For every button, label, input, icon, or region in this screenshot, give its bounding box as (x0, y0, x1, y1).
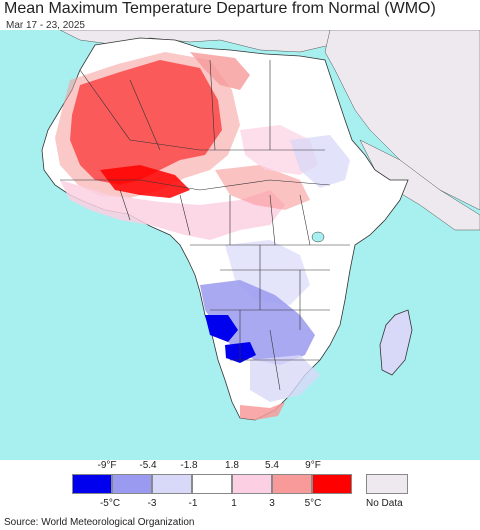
date-range: Mar 17 - 23, 2025 (6, 20, 85, 31)
mild-warm-west-africa (60, 180, 285, 240)
legend-c-tick-3: -1 (188, 498, 198, 509)
madagascar (379, 309, 413, 376)
hot-anomaly-mali (100, 165, 190, 198)
warm-anomaly-sahara-edge (55, 52, 240, 198)
temperature-departure-map (0, 30, 480, 460)
map-title: Mean Maximum Temperature Departure from … (4, 0, 436, 17)
cool-anomaly-angola-namibia (200, 280, 315, 365)
warm-anomaly-sahel-east (215, 165, 310, 210)
cold-anomaly-botswana (225, 342, 256, 363)
country-borders (60, 59, 350, 391)
cold-anomaly-namibia (205, 315, 238, 342)
legend-swatch-4 (192, 474, 232, 494)
mild-cool-south-africa (250, 355, 320, 402)
lake-victoria (311, 231, 325, 243)
legend-no-data-label: No Data (366, 498, 403, 509)
legend-c-tick-1: -5°C (99, 498, 121, 509)
legend-c-tick-4: 1 (231, 498, 237, 509)
legend-c-tick-5: 3 (269, 498, 275, 509)
warm-anomaly-south-coast (240, 402, 285, 420)
legend-f-tick-1: -9°F (97, 460, 117, 471)
legend-swatch-3 (152, 474, 192, 494)
legend-f-tick-3: -1.8 (180, 460, 198, 471)
warm-anomaly-north-africa (190, 52, 250, 90)
source-credit: Source: World Meteorological Organizatio… (4, 517, 195, 528)
legend-f-tick-4: 1.8 (225, 460, 239, 471)
legend-f-tick-2: -5.4 (139, 460, 157, 471)
legend-swatch-6 (272, 474, 312, 494)
legend-c-tick-6: 5°C (304, 498, 322, 509)
legend-swatch-1 (72, 474, 112, 494)
legend-c-tick-2: -3 (147, 498, 157, 509)
legend-no-data-swatch (366, 474, 408, 494)
legend-swatch-2 (112, 474, 152, 494)
legend-swatch-7 (312, 474, 352, 494)
color-legend: -9°F -5.4 -1.8 1.8 5.4 9°F -5°C -3 -1 1 … (0, 458, 480, 512)
legend-f-tick-6: 9°F (305, 460, 321, 471)
middle-east-no-data (324, 30, 480, 211)
mild-cool-east-africa (290, 135, 350, 188)
legend-f-tick-5: 5.4 (265, 460, 279, 471)
legend-swatch-5 (232, 474, 272, 494)
